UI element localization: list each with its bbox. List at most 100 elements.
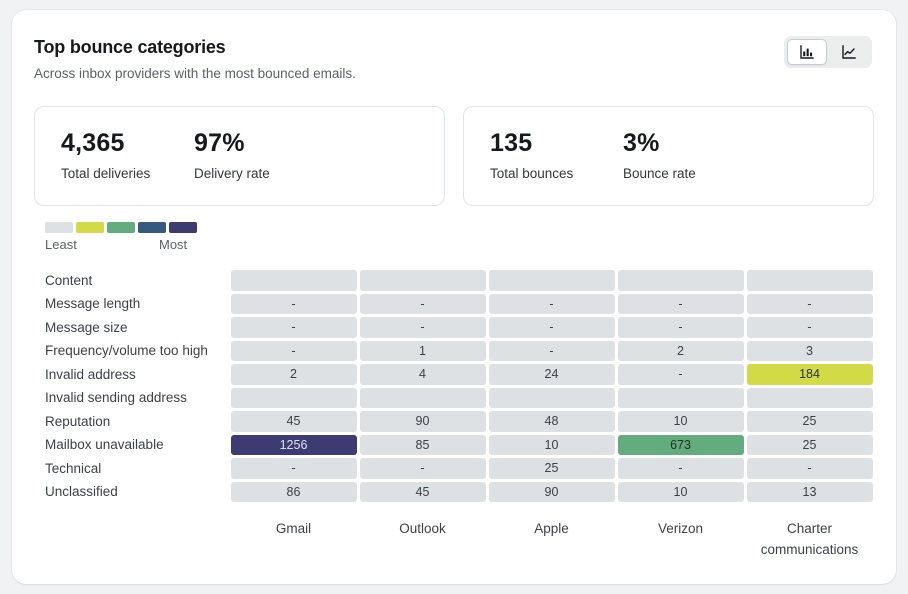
heatmap-cell-wrapper: - xyxy=(616,457,745,481)
heatmap-row-label: Frequency/volume too high xyxy=(45,343,208,359)
heatmap-cell[interactable]: 2 xyxy=(230,364,357,385)
delivery-rate-label: Delivery rate xyxy=(194,166,270,182)
heatmap-cell-wrapper xyxy=(229,269,358,293)
legend-most-label: Most xyxy=(159,236,188,252)
heatmap-row: Invalid sending address xyxy=(34,386,874,410)
bounce-heatmap: Content Message length - - - - - Message size - -… xyxy=(12,255,896,561)
heatmap-cell-wrapper: 25 xyxy=(745,410,874,434)
heatmap-cell[interactable]: 10 xyxy=(488,434,615,456)
heatmap-cell[interactable]: - xyxy=(488,340,615,362)
legend-swatch-4 xyxy=(169,221,197,233)
heatmap-row: Invalid address 2 4 24-184 xyxy=(34,363,874,387)
heatmap-cell[interactable]: 86 xyxy=(230,481,357,503)
heatmap-cell[interactable]: 85 xyxy=(359,434,486,456)
legend-labels: Least Most xyxy=(45,237,203,255)
heatmap-cell-wrapper: 48 xyxy=(487,410,616,434)
heatmap-cell[interactable]: 48 xyxy=(488,411,615,432)
heatmap-cell[interactable]: 25 xyxy=(488,458,615,479)
total-deliveries-value: 4,365 xyxy=(61,128,125,157)
heatmap-row: Content xyxy=(34,269,874,293)
heatmap-cell[interactable]: - xyxy=(746,317,873,338)
heatmap-cell[interactable]: - xyxy=(488,317,615,338)
heatmap-cell[interactable] xyxy=(617,270,744,291)
heatmap-cell-wrapper xyxy=(358,269,487,293)
heatmap-cell[interactable] xyxy=(230,387,357,409)
heatmap-cell[interactable]: - xyxy=(617,293,744,315)
heatmap-cell[interactable]: - xyxy=(230,293,357,315)
legend-swatches xyxy=(45,221,896,233)
heatmap-cell[interactable]: 25 xyxy=(746,411,873,432)
heatmap-cell[interactable]: - xyxy=(617,458,744,479)
heatmap-cell[interactable] xyxy=(746,387,873,409)
heatmap-cell-wrapper xyxy=(616,386,745,410)
heatmap-row-label: Technical xyxy=(45,460,102,476)
heatmap-row: Reputation 45 90 48 10 25 xyxy=(34,410,874,434)
header-text-block: Top bounce categories Across inbox provi… xyxy=(34,36,356,84)
heatmap-cell[interactable] xyxy=(488,387,615,409)
total-deliveries-metric: 4,365 Total deliveries xyxy=(61,128,194,182)
heatmap-row: Frequency/volume too high -1-2 3 xyxy=(34,339,874,363)
heatmap-cell[interactable] xyxy=(359,270,486,291)
heatmap-cell[interactable]: 1 xyxy=(359,340,486,362)
card-header: Top bounce categories Across inbox provi… xyxy=(12,10,896,84)
heatmap-cell-wrapper: 10 xyxy=(616,480,745,504)
heatmap-cell-wrapper: 4 xyxy=(358,363,487,387)
heatmap-column-header: Charter communications xyxy=(760,520,859,558)
heatmap-row: Technical - -25- - xyxy=(34,457,874,481)
heatmap-cell[interactable] xyxy=(488,270,615,291)
heatmap-cell[interactable]: 3 xyxy=(746,340,873,362)
bar-chart-view-button[interactable] xyxy=(787,39,827,65)
heatmap-cell[interactable]: 2 xyxy=(617,340,744,362)
heatmap-cell[interactable]: 90 xyxy=(359,411,486,432)
heatmap-cell[interactable] xyxy=(359,387,486,409)
heatmap-cell[interactable]: - xyxy=(359,293,486,315)
bounce-rate-metric: 3% Bounce rate xyxy=(623,129,696,181)
heatmap-column-header: Gmail xyxy=(275,520,312,536)
heatmap-cell[interactable]: 45 xyxy=(359,481,486,503)
heatmap-cell-wrapper: 2 xyxy=(229,363,358,387)
heatmap-cell-wrapper: 45 xyxy=(358,480,487,504)
heatmap-row-label: Message size xyxy=(45,319,128,335)
line-chart-view-button[interactable] xyxy=(829,39,869,65)
heatmap-cell[interactable]: - xyxy=(617,364,744,385)
bar-chart-icon xyxy=(799,44,815,60)
heatmap-cell[interactable]: 184 xyxy=(746,364,873,385)
heatmap-cell[interactable]: - xyxy=(230,340,357,362)
heatmap-cell[interactable]: 24 xyxy=(488,364,615,385)
bounce-categories-card: Top bounce categories Across inbox provi… xyxy=(12,10,896,584)
heatmap-cell[interactable]: - xyxy=(746,458,873,479)
heatmap-cell[interactable]: 90 xyxy=(488,481,615,503)
heatmap-cell[interactable]: 45 xyxy=(230,411,357,432)
heatmap-cell[interactable] xyxy=(230,270,357,291)
heatmap-cell[interactable]: 25 xyxy=(746,434,873,456)
heatmap-cell[interactable]: 10 xyxy=(617,481,744,503)
heatmap-cell[interactable]: - xyxy=(230,317,357,338)
page-subtitle: Across inbox providers with the most bou… xyxy=(34,66,356,82)
heatmap-cell-wrapper: - xyxy=(358,457,487,481)
heatmap-cell[interactable]: - xyxy=(746,293,873,315)
heatmap-cell-wrapper: - xyxy=(616,316,745,340)
total-bounces-value: 135 xyxy=(490,128,533,157)
total-deliveries-label: Total deliveries xyxy=(61,166,151,182)
heatmap-cell-wrapper: 25 xyxy=(487,457,616,481)
heatmap-cell-wrapper: 86 xyxy=(229,480,358,504)
heatmap-cell[interactable]: - xyxy=(488,293,615,315)
heatmap-cell[interactable]: 1256 xyxy=(230,434,357,456)
line-chart-icon xyxy=(841,44,857,60)
heatmap-cell-wrapper: 45 xyxy=(229,410,358,434)
heatmap-cell[interactable]: - xyxy=(359,317,486,338)
heatmap-cell[interactable]: - xyxy=(617,317,744,338)
heatmap-cell[interactable]: 4 xyxy=(359,364,486,385)
heatmap-cell[interactable] xyxy=(617,387,744,409)
heatmap-cell-wrapper xyxy=(745,386,874,410)
delivery-stats-card: 4,365 Total deliveries 97% Delivery rate xyxy=(34,105,445,206)
heatmap-cell-wrapper: 1 xyxy=(358,339,487,363)
heatmap-cell[interactable]: 673 xyxy=(617,434,744,456)
heatmap-cell-wrapper: - xyxy=(487,339,616,363)
heatmap-cell[interactable] xyxy=(746,270,873,291)
heatmap-row-label: Mailbox unavailable xyxy=(45,437,164,453)
heatmap-cell[interactable]: - xyxy=(359,458,486,479)
heatmap-cell[interactable]: 10 xyxy=(617,411,744,432)
heatmap-cell[interactable]: 13 xyxy=(746,481,873,503)
heatmap-cell[interactable]: - xyxy=(230,458,357,479)
